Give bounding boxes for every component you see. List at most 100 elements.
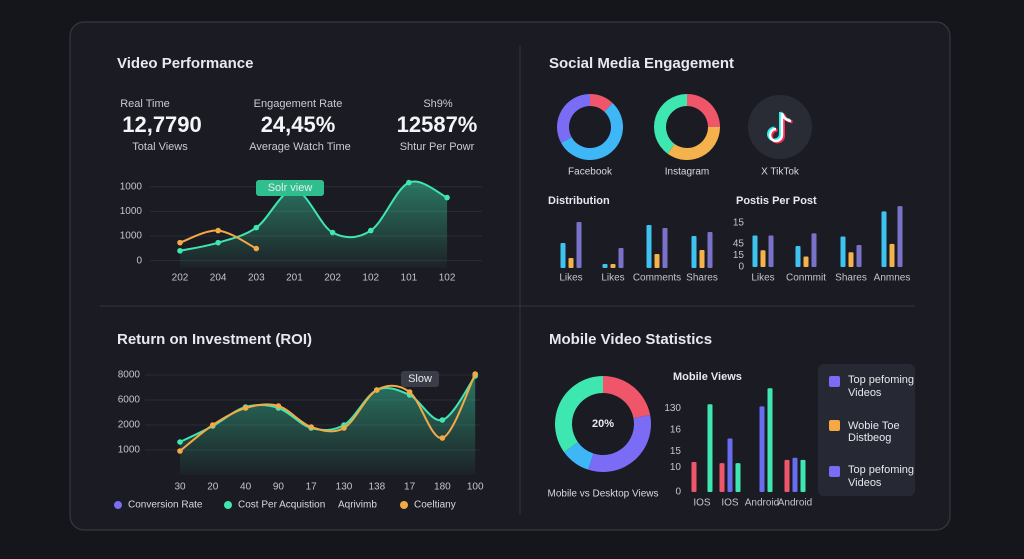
- point: [177, 448, 183, 454]
- donut-segment: [561, 102, 624, 161]
- point: [177, 247, 183, 254]
- chart-title: Distribution: [548, 195, 610, 207]
- bar: [856, 244, 862, 267]
- y-tick-label: 2000: [118, 420, 141, 431]
- list-icon: [829, 376, 840, 387]
- bar: [784, 459, 790, 492]
- list-icon: [829, 466, 840, 477]
- point: [308, 424, 315, 430]
- kpi-caption: Shtur Per Powr: [400, 141, 475, 153]
- chart-title: Mobile Views: [673, 371, 742, 383]
- bar: [618, 248, 624, 268]
- point: [329, 229, 336, 236]
- y-tick-label: 1000: [120, 181, 143, 192]
- bar: [768, 235, 774, 267]
- chart-title: Postis Per Post: [736, 195, 817, 207]
- donut-segment: [555, 376, 603, 453]
- list-item[interactable]: Videos: [848, 387, 882, 399]
- donut-segment: [687, 94, 720, 127]
- line: [179, 180, 448, 252]
- y-tick-label: 6000: [118, 395, 141, 406]
- list-item[interactable]: Videos: [848, 477, 882, 489]
- x-tick-label: IOS: [693, 498, 711, 509]
- card: [69, 21, 951, 531]
- y-tick-label: 15: [733, 218, 745, 229]
- area: [180, 181, 448, 268]
- bar: [568, 258, 574, 268]
- donut-segment: [564, 442, 594, 470]
- x-tick-label: 40: [240, 482, 252, 493]
- bar: [646, 225, 652, 268]
- bar: [699, 250, 705, 268]
- y-tick-label: 8000: [118, 370, 141, 381]
- bar: [795, 246, 801, 267]
- list-item[interactable]: Wobie Toe: [848, 420, 900, 432]
- bar: [707, 404, 713, 492]
- kpi-value: 12587%: [397, 112, 478, 137]
- x-tick-label: 201: [286, 273, 303, 284]
- legend-marker: [400, 501, 408, 509]
- legend-label: Cost Per Acquistion: [238, 500, 325, 511]
- y-tick-label: 0: [675, 487, 681, 498]
- point: [341, 425, 347, 431]
- x-tick-label: 101: [401, 273, 418, 284]
- bar: [691, 462, 697, 492]
- y-tick-label: 1000: [120, 206, 143, 217]
- kpi-value: 24,45%: [261, 112, 336, 137]
- x-tick-label: 202: [324, 273, 341, 284]
- x-tick-label: 204: [210, 273, 227, 284]
- point: [253, 224, 260, 231]
- point: [177, 239, 183, 246]
- kpi-caption: Total Views: [132, 141, 188, 153]
- x-tick-label: 17: [306, 482, 318, 493]
- bar: [727, 438, 733, 492]
- point: [177, 439, 183, 445]
- legend-label: Conversion Rate: [128, 500, 203, 511]
- legend-marker: [224, 501, 232, 509]
- x-tick-label: 138: [368, 482, 385, 493]
- donut-segment: [654, 94, 687, 154]
- list-item[interactable]: Top pefoming: [848, 464, 914, 476]
- point: [215, 239, 221, 246]
- x-tick-label: 203: [248, 273, 265, 284]
- bar: [602, 264, 608, 268]
- annotation: Solr view: [268, 182, 313, 194]
- bar: [767, 388, 773, 492]
- x-tick-label: 130: [336, 482, 353, 493]
- y-tick-label: 1000: [118, 445, 141, 456]
- bar: [560, 243, 566, 268]
- x-tick-label: Shares: [835, 273, 867, 284]
- kpi-label: Sh9%: [423, 98, 453, 110]
- donut-segment: [557, 94, 590, 143]
- list-item[interactable]: Top pefoming: [848, 374, 914, 386]
- legend-label: Aqrivimb: [338, 500, 377, 511]
- bar: [719, 463, 725, 492]
- y-tick-label: 130: [664, 403, 681, 414]
- kpi-value: 12,7790: [122, 112, 202, 137]
- bar: [840, 236, 846, 267]
- point: [406, 389, 413, 395]
- point: [275, 403, 282, 409]
- kpi-label: Engagement Rate: [254, 98, 343, 110]
- line: [179, 373, 477, 452]
- x-tick-label: 30: [174, 482, 186, 493]
- list-icon: [829, 420, 840, 431]
- point: [439, 435, 446, 441]
- point: [439, 417, 446, 423]
- bar: [811, 233, 817, 267]
- x-tick-label: Comments: [633, 273, 681, 284]
- side-list: [818, 364, 915, 496]
- bar: [735, 463, 741, 492]
- y-tick-label: 0: [738, 262, 744, 273]
- bar: [576, 222, 582, 268]
- list-item[interactable]: Distbeog: [848, 432, 891, 444]
- bar: [848, 252, 854, 267]
- y-tick-label: 45: [733, 239, 745, 250]
- bar: [760, 250, 766, 267]
- bar: [691, 236, 697, 268]
- x-tick-label: 90: [273, 482, 285, 493]
- point: [367, 227, 374, 234]
- point: [406, 179, 412, 186]
